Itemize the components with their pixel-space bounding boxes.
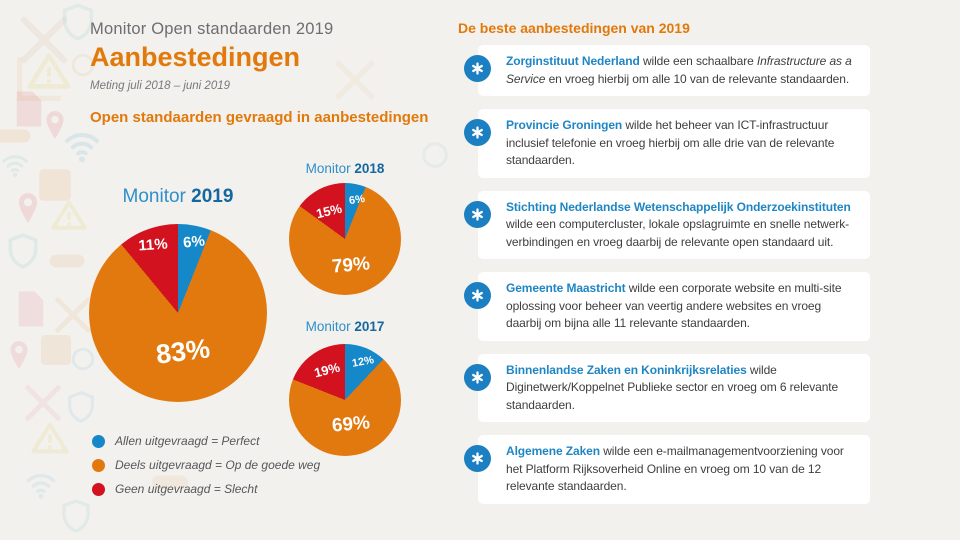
pie-title-year: 2018 — [354, 161, 385, 176]
pie-title-2019: Monitor 2019 — [89, 186, 267, 208]
pie-title-year: 2017 — [354, 319, 385, 334]
legend-row-on-track: Deels uitgevraagd = Op de goede weg — [92, 453, 320, 477]
tender-text: wilde een e-mailmanagementvoorziening vo… — [506, 444, 844, 493]
organization-name: Binnenlandse Zaken en Koninkrijksrelatie… — [506, 362, 747, 377]
organization-name: Provincie Groningen — [506, 118, 623, 132]
pie-label-orange: 79% — [330, 253, 371, 278]
tender-card: Stichting Nederlandse Wetenschappelijk O… — [464, 190, 870, 259]
star-badge — [464, 119, 491, 146]
pie-label-red: 11% — [137, 235, 169, 255]
tender-text: wilde een corporate website en multi-sit… — [506, 281, 842, 330]
legend-label: Deels uitgevraagd = Op de goede weg — [115, 458, 321, 472]
tender-description: Stichting Nederlandse Wetenschappelijk O… — [506, 199, 856, 252]
tender-description: Algemene Zaken wilde een e-mailmanagemen… — [506, 443, 856, 496]
pie-label-red: 19% — [312, 359, 342, 381]
tender-text-italic: Infrastructure as a Service — [506, 54, 852, 86]
star-badge — [464, 200, 491, 228]
legend-label: Geen uitgevraagd = Slecht — [115, 482, 258, 496]
tender-text: wilde Diginetwerk/Koppelnet Publieke sec… — [506, 362, 839, 412]
pie-chart-2017: 12% 69% 19% — [289, 344, 401, 456]
legend-dot-red-icon — [92, 482, 105, 496]
measurement-period: Meting juli 2018 – juni 2019 — [90, 80, 231, 92]
tender-cards: Zorginstituut Nederland wilde een schaal… — [464, 45, 870, 504]
chart-legend: Allen uitgevraagd = Perfect Deels uitgev… — [92, 429, 320, 501]
best-tenders-panel: De beste aanbestedingen van 2019 Zorgins… — [458, 20, 870, 504]
organization-name: Zorginstituut Nederland — [506, 54, 640, 68]
tender-text: en vroeg hierbij om alle 10 van de relev… — [548, 71, 850, 86]
star-badge — [464, 445, 491, 472]
page-title: Aanbestedingen — [90, 42, 301, 72]
star-badge — [464, 282, 491, 309]
organization-name: Gemeente Maastricht — [506, 281, 626, 295]
tender-card: Gemeente Maastricht wilde een corporate … — [464, 272, 870, 341]
pie-chart-2019: 6% 83% 11% — [89, 224, 267, 402]
header: Monitor Open standaarden 2019 Aanbestedi… — [90, 20, 450, 92]
asterisk-icon — [472, 452, 483, 465]
tender-text: wilde een schaalbare — [642, 54, 754, 68]
asterisk-icon — [472, 370, 483, 384]
pie-title-prefix: Monitor — [305, 319, 351, 334]
chart-section-title: Open standaarden gevraagd in aanbestedin… — [90, 109, 429, 126]
asterisk-icon — [472, 62, 483, 75]
pie-chart-2018: 6% 79% 15% — [289, 183, 401, 295]
report-name: Monitor Open standaarden 2019 — [90, 20, 334, 38]
asterisk-icon — [472, 126, 483, 139]
pie-title-2017: Monitor 2017 — [289, 319, 401, 334]
panel-title: De beste aanbestedingen van 2019 — [458, 20, 690, 36]
pie-title-prefix: Monitor — [122, 186, 186, 207]
tender-card: Zorginstituut Nederland wilde een schaal… — [464, 45, 870, 96]
legend-dot-orange-icon — [92, 458, 105, 472]
tender-description: Gemeente Maastricht wilde een corporate … — [506, 280, 856, 333]
asterisk-icon — [472, 289, 483, 302]
pie-label-blue: 6% — [182, 232, 206, 252]
tender-description: Binnenlandse Zaken en Koninkrijksrelatie… — [506, 362, 856, 415]
legend-row-perfect: Allen uitgevraagd = Perfect — [92, 429, 320, 453]
pie-title-2018: Monitor 2018 — [289, 161, 401, 176]
tender-card: Binnenlandse Zaken en Koninkrijksrelatie… — [464, 353, 870, 422]
pie-title-year: 2019 — [191, 186, 234, 207]
pie-label-orange: 83% — [154, 333, 212, 370]
tender-card: Algemene Zaken wilde een e-mailmanagemen… — [464, 435, 870, 504]
legend-dot-blue-icon — [92, 434, 105, 448]
pie-label-red: 15% — [314, 200, 344, 222]
pie-title-prefix: Monitor — [305, 161, 351, 176]
pie-label-blue: 12% — [351, 354, 375, 370]
legend-row-bad: Geen uitgevraagd = Slecht — [92, 477, 320, 501]
tender-text: wilde het beheer van ICT-infrastructuur … — [506, 118, 835, 167]
tender-description: Provincie Groningen wilde het beheer van… — [506, 117, 856, 170]
legend-label: Allen uitgevraagd = Perfect — [115, 434, 260, 448]
pie-label-orange: 69% — [330, 412, 371, 437]
star-badge — [464, 55, 491, 82]
organization-name: Algemene Zaken — [506, 444, 600, 458]
asterisk-icon — [472, 207, 483, 221]
pie-label-blue: 6% — [348, 192, 367, 207]
tender-text: wilde een computercluster, lokale opslag… — [506, 217, 850, 249]
star-badge — [464, 363, 491, 391]
tender-card: Provincie Groningen wilde het beheer van… — [464, 109, 870, 178]
organization-name: Stichting Nederlandse Wetenschappelijk O… — [506, 199, 851, 214]
tender-description: Zorginstituut Nederland wilde een schaal… — [506, 53, 856, 88]
